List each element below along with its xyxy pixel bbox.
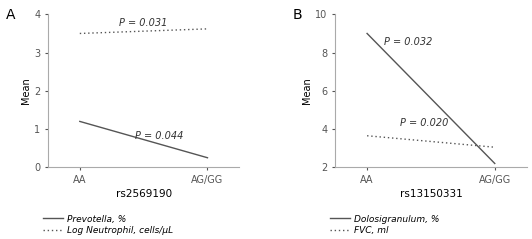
Text: P = 0.031: P = 0.031 (120, 18, 168, 28)
Legend: Dolosigranulum, %, FVC, ml: Dolosigranulum, %, FVC, ml (330, 215, 440, 235)
Text: B: B (293, 8, 303, 22)
Legend: Prevotella, %, Log Neutrophil, cells/μL: Prevotella, %, Log Neutrophil, cells/μL (43, 215, 173, 235)
Text: P = 0.032: P = 0.032 (384, 37, 432, 47)
Text: A: A (6, 8, 15, 22)
X-axis label: rs13150331: rs13150331 (400, 189, 462, 199)
X-axis label: rs2569190: rs2569190 (115, 189, 172, 199)
Y-axis label: Mean: Mean (21, 77, 31, 104)
Text: P = 0.020: P = 0.020 (401, 118, 448, 128)
Text: P = 0.044: P = 0.044 (135, 131, 183, 141)
Y-axis label: Mean: Mean (303, 77, 312, 104)
